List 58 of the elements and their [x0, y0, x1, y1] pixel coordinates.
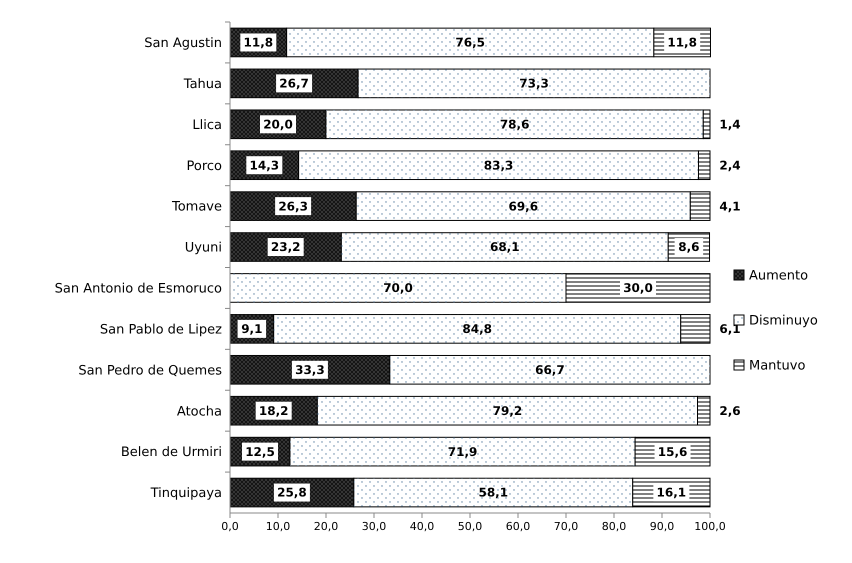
- data-label: 20,0: [263, 117, 293, 132]
- y-tick-label: Uyuni: [184, 240, 222, 256]
- data-label: 26,3: [278, 199, 308, 214]
- data-label: 26,7: [279, 76, 309, 91]
- legend-label: Disminuyo: [749, 314, 818, 329]
- data-label: 83,3: [484, 158, 514, 172]
- data-label: 2,4: [719, 158, 741, 172]
- data-label: 70,0: [383, 281, 413, 296]
- y-tick-label: Llica: [192, 118, 222, 133]
- y-tick-label: Tomave: [170, 200, 222, 215]
- data-label: 14,3: [250, 158, 280, 172]
- y-tick-label: Porco: [186, 158, 222, 174]
- y-tick-label: Belen de Urmiri: [120, 445, 222, 460]
- data-label: 11,8: [244, 36, 274, 50]
- data-label: 8,6: [678, 240, 700, 254]
- data-label: 1,4: [719, 117, 741, 132]
- legend-label: Aumento: [749, 268, 808, 284]
- data-label: 25,8: [277, 486, 307, 500]
- y-tick-label: San Pablo de Lipez: [100, 322, 222, 338]
- y-tick-label: San Antonio de Esmoruco: [54, 282, 222, 297]
- y-tick-label: Tahua: [182, 76, 222, 92]
- y-tick-label: San Agustin: [144, 36, 222, 52]
- data-label: 33,3: [295, 362, 325, 377]
- data-label: 30,0: [623, 281, 653, 296]
- y-tick-label: Tinquipaya: [150, 486, 222, 502]
- data-label: 2,6: [719, 404, 741, 418]
- data-label: 84,8: [462, 322, 492, 336]
- data-label: 12,5: [245, 444, 275, 459]
- x-tick-label: 50,0: [458, 520, 482, 533]
- legend-label: Mantuvo: [749, 358, 806, 374]
- data-label: 73,3: [519, 76, 549, 91]
- x-tick-label: 10,0: [266, 520, 290, 533]
- x-tick-label: 90,0: [650, 520, 674, 533]
- data-label: 18,2: [258, 404, 288, 418]
- data-label: 9,1: [241, 322, 262, 336]
- data-label: 16,1: [656, 486, 686, 500]
- data-label: 4,1: [719, 199, 741, 214]
- x-tick-label: 40,0: [410, 520, 434, 533]
- data-label: 71,9: [448, 444, 478, 459]
- data-label: 79,2: [492, 404, 522, 418]
- data-label: 68,1: [490, 240, 520, 254]
- x-tick-label: 80,0: [602, 520, 626, 533]
- data-label: 66,7: [535, 362, 565, 377]
- data-label: 11,8: [667, 36, 697, 50]
- data-label: 23,2: [270, 240, 300, 254]
- x-tick-label: 100,0: [694, 520, 726, 533]
- x-tick-label: 20,0: [314, 520, 338, 533]
- x-tick-label: 30,0: [362, 520, 386, 533]
- data-label: 15,6: [658, 444, 688, 459]
- x-tick-label: 70,0: [554, 520, 578, 533]
- data-label: 69,6: [508, 199, 538, 214]
- data-label: 58,1: [478, 486, 508, 500]
- x-tick-label: 60,0: [506, 520, 530, 533]
- x-tick-label: 0,0: [221, 520, 239, 533]
- data-label: 76,5: [455, 36, 486, 50]
- y-tick-label: San Pedro de Quemes: [78, 363, 222, 378]
- data-label: 78,6: [500, 117, 530, 132]
- y-tick-label: Atocha: [176, 404, 222, 420]
